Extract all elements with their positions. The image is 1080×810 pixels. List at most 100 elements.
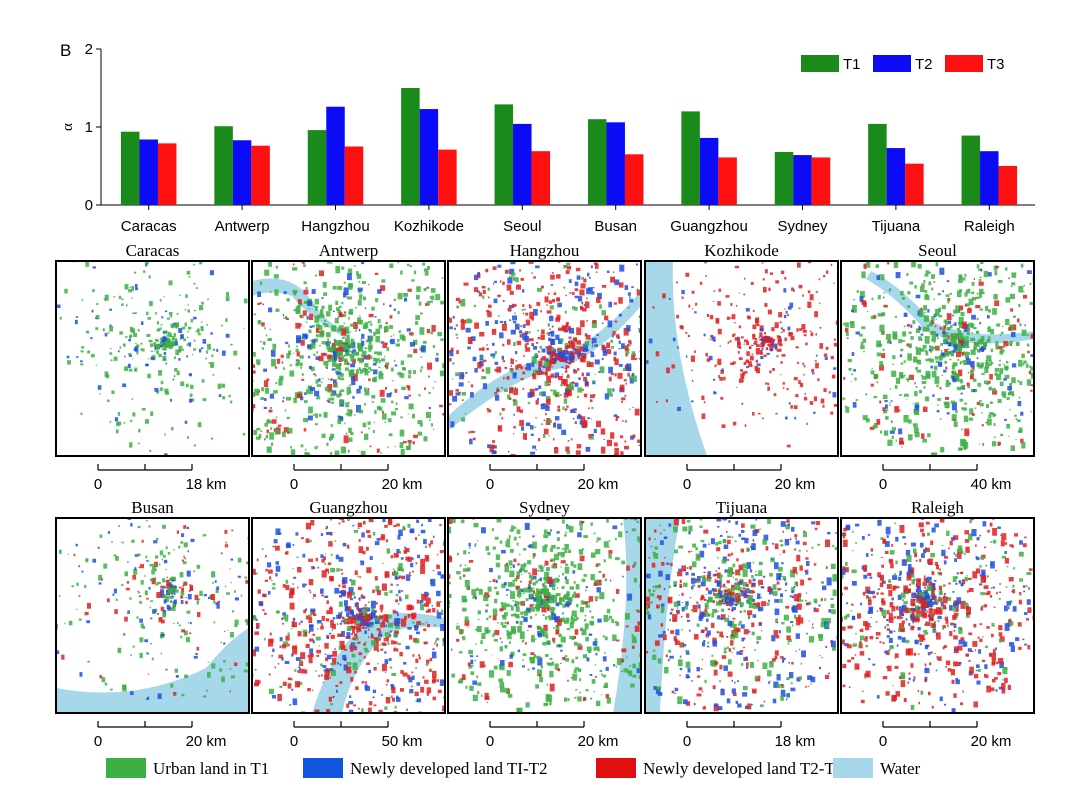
y-tick-label: 2 — [85, 41, 93, 58]
bar-kozhikode-t2 — [419, 109, 439, 205]
bar-tijuana-t2 — [886, 148, 906, 205]
bar-seoul-t2 — [513, 123, 532, 205]
map-frame — [251, 260, 446, 457]
map-image — [645, 261, 838, 456]
bar-guangzhou-t3 — [718, 157, 737, 205]
map-frame — [251, 517, 446, 714]
map-legend-item: Water — [833, 758, 920, 778]
bar-kozhikode-t3 — [438, 149, 457, 205]
map-title: Tijuana — [716, 498, 768, 517]
map-title: Hangzhou — [510, 241, 580, 260]
bar-seoul-t1 — [494, 104, 514, 205]
scale-label-end: 50 km — [382, 733, 423, 750]
bar-busan-t2 — [606, 122, 625, 205]
map-panel-seoul: Seoul 0 40 km — [840, 241, 1035, 493]
urban-land — [56, 518, 249, 701]
legend-swatch-t2 — [873, 55, 911, 72]
map-title: Sydney — [519, 498, 571, 517]
scale-label-end: 20 km — [578, 476, 619, 493]
map-legend: Urban land in T1 Newly developed land TI-… — [106, 758, 920, 778]
x-tick-label: Kozhikode — [394, 218, 464, 235]
urban-land — [56, 261, 249, 456]
map-image — [841, 261, 1034, 456]
map-title: Busan — [131, 498, 174, 517]
x-tick-label: Caracas — [121, 218, 177, 235]
map-title: Seoul — [918, 241, 957, 260]
scale-label-start: 0 — [683, 476, 691, 493]
bar-hangzhou-t3 — [344, 146, 364, 205]
scale-label-start: 0 — [290, 476, 298, 493]
map-legend-item: Urban land in T1 — [106, 758, 269, 778]
x-tick-label: Tijuana — [872, 218, 921, 235]
map-image — [448, 518, 641, 713]
bar-busan-t3 — [624, 154, 644, 205]
x-tick-label: Hangzhou — [301, 218, 369, 235]
map-frame — [447, 260, 642, 457]
scale-label-end: 18 km — [775, 733, 816, 750]
chart-legend: T1 T2 T3 — [801, 55, 1005, 73]
map-frame — [447, 517, 642, 714]
scale-label-end: 20 km — [971, 733, 1012, 750]
urban-land — [645, 518, 838, 712]
bar-antwerp-t1 — [214, 126, 233, 205]
map-image — [252, 518, 445, 713]
map-title: Caracas — [126, 241, 180, 260]
map-frame — [55, 260, 250, 457]
map-frame — [644, 260, 839, 457]
water-area — [645, 261, 707, 456]
legend-label-t2: T2 — [915, 56, 933, 73]
bar-antwerp-t2 — [232, 140, 252, 205]
scale-bar: 0 40 km — [879, 464, 1011, 493]
bar-antwerp-t3 — [251, 145, 270, 205]
y-tick-label: 1 — [85, 119, 93, 136]
legend-label-t3: T3 — [987, 56, 1005, 73]
map-image — [56, 518, 249, 713]
map-image — [841, 518, 1034, 713]
scale-label-end: 18 km — [186, 476, 227, 493]
scale-bar: 0 20 km — [290, 464, 422, 493]
map-legend-swatch — [596, 758, 636, 778]
bar-hangzhou-t2 — [326, 106, 345, 205]
bar-busan-t1 — [587, 119, 607, 205]
water-area — [312, 613, 445, 713]
map-title: Raleigh — [911, 498, 964, 517]
bar-sydney-t3 — [811, 157, 831, 205]
bar-guangzhou-t1 — [681, 111, 700, 205]
bar-caracas-t3 — [157, 143, 177, 205]
scale-label-start: 0 — [94, 733, 102, 750]
scale-label-start: 0 — [94, 476, 102, 493]
scale-label-start: 0 — [290, 733, 298, 750]
map-legend-swatch — [106, 758, 146, 778]
legend-label-t1: T1 — [843, 56, 861, 73]
map-legend-label: Newly developed land TI-T2 — [350, 759, 547, 778]
y-axis-label: α — [60, 123, 76, 131]
map-legend-label: Water — [880, 759, 920, 778]
bar-raleigh-t2 — [980, 151, 999, 205]
water-area — [56, 628, 249, 713]
urban-land — [448, 261, 641, 456]
bar-raleigh-t3 — [998, 166, 1018, 205]
map-legend-label: Newly developed land T2-T3 — [643, 759, 843, 778]
map-title: Antwerp — [319, 241, 378, 260]
scale-bar: 0 20 km — [683, 464, 815, 493]
map-legend-item: Newly developed land T2-T3 — [596, 758, 843, 778]
scale-bar: 0 20 km — [94, 721, 227, 750]
scale-label-end: 20 km — [578, 733, 619, 750]
map-image — [645, 518, 838, 713]
scale-label-start: 0 — [486, 733, 494, 750]
x-tick-label: Busan — [594, 218, 637, 235]
bar-tijuana-t3 — [905, 163, 924, 205]
urban-land — [252, 518, 445, 713]
map-panel-busan: Busan 0 20 km — [55, 498, 250, 750]
map-frame — [840, 260, 1035, 457]
map-panel-hangzhou: Hangzhou 0 20 km — [447, 241, 642, 493]
legend-swatch-t3 — [945, 55, 983, 72]
urban-land — [252, 261, 445, 456]
map-panel-tijuana: Tijuana 0 18 km — [644, 498, 839, 750]
scale-label-end: 20 km — [186, 733, 227, 750]
bar-chart: B α 0 1 2 Caracas Antwerp Hangzhou Kozhikode S… — [60, 41, 1035, 235]
x-tick-label: Antwerp — [215, 218, 270, 235]
map-image — [252, 261, 445, 456]
map-panels: Caracas 0 18 km Antwerp 0 20 km Hangzhou 0 20 km… — [55, 241, 1035, 750]
map-legend-label: Urban land in T1 — [153, 759, 269, 778]
